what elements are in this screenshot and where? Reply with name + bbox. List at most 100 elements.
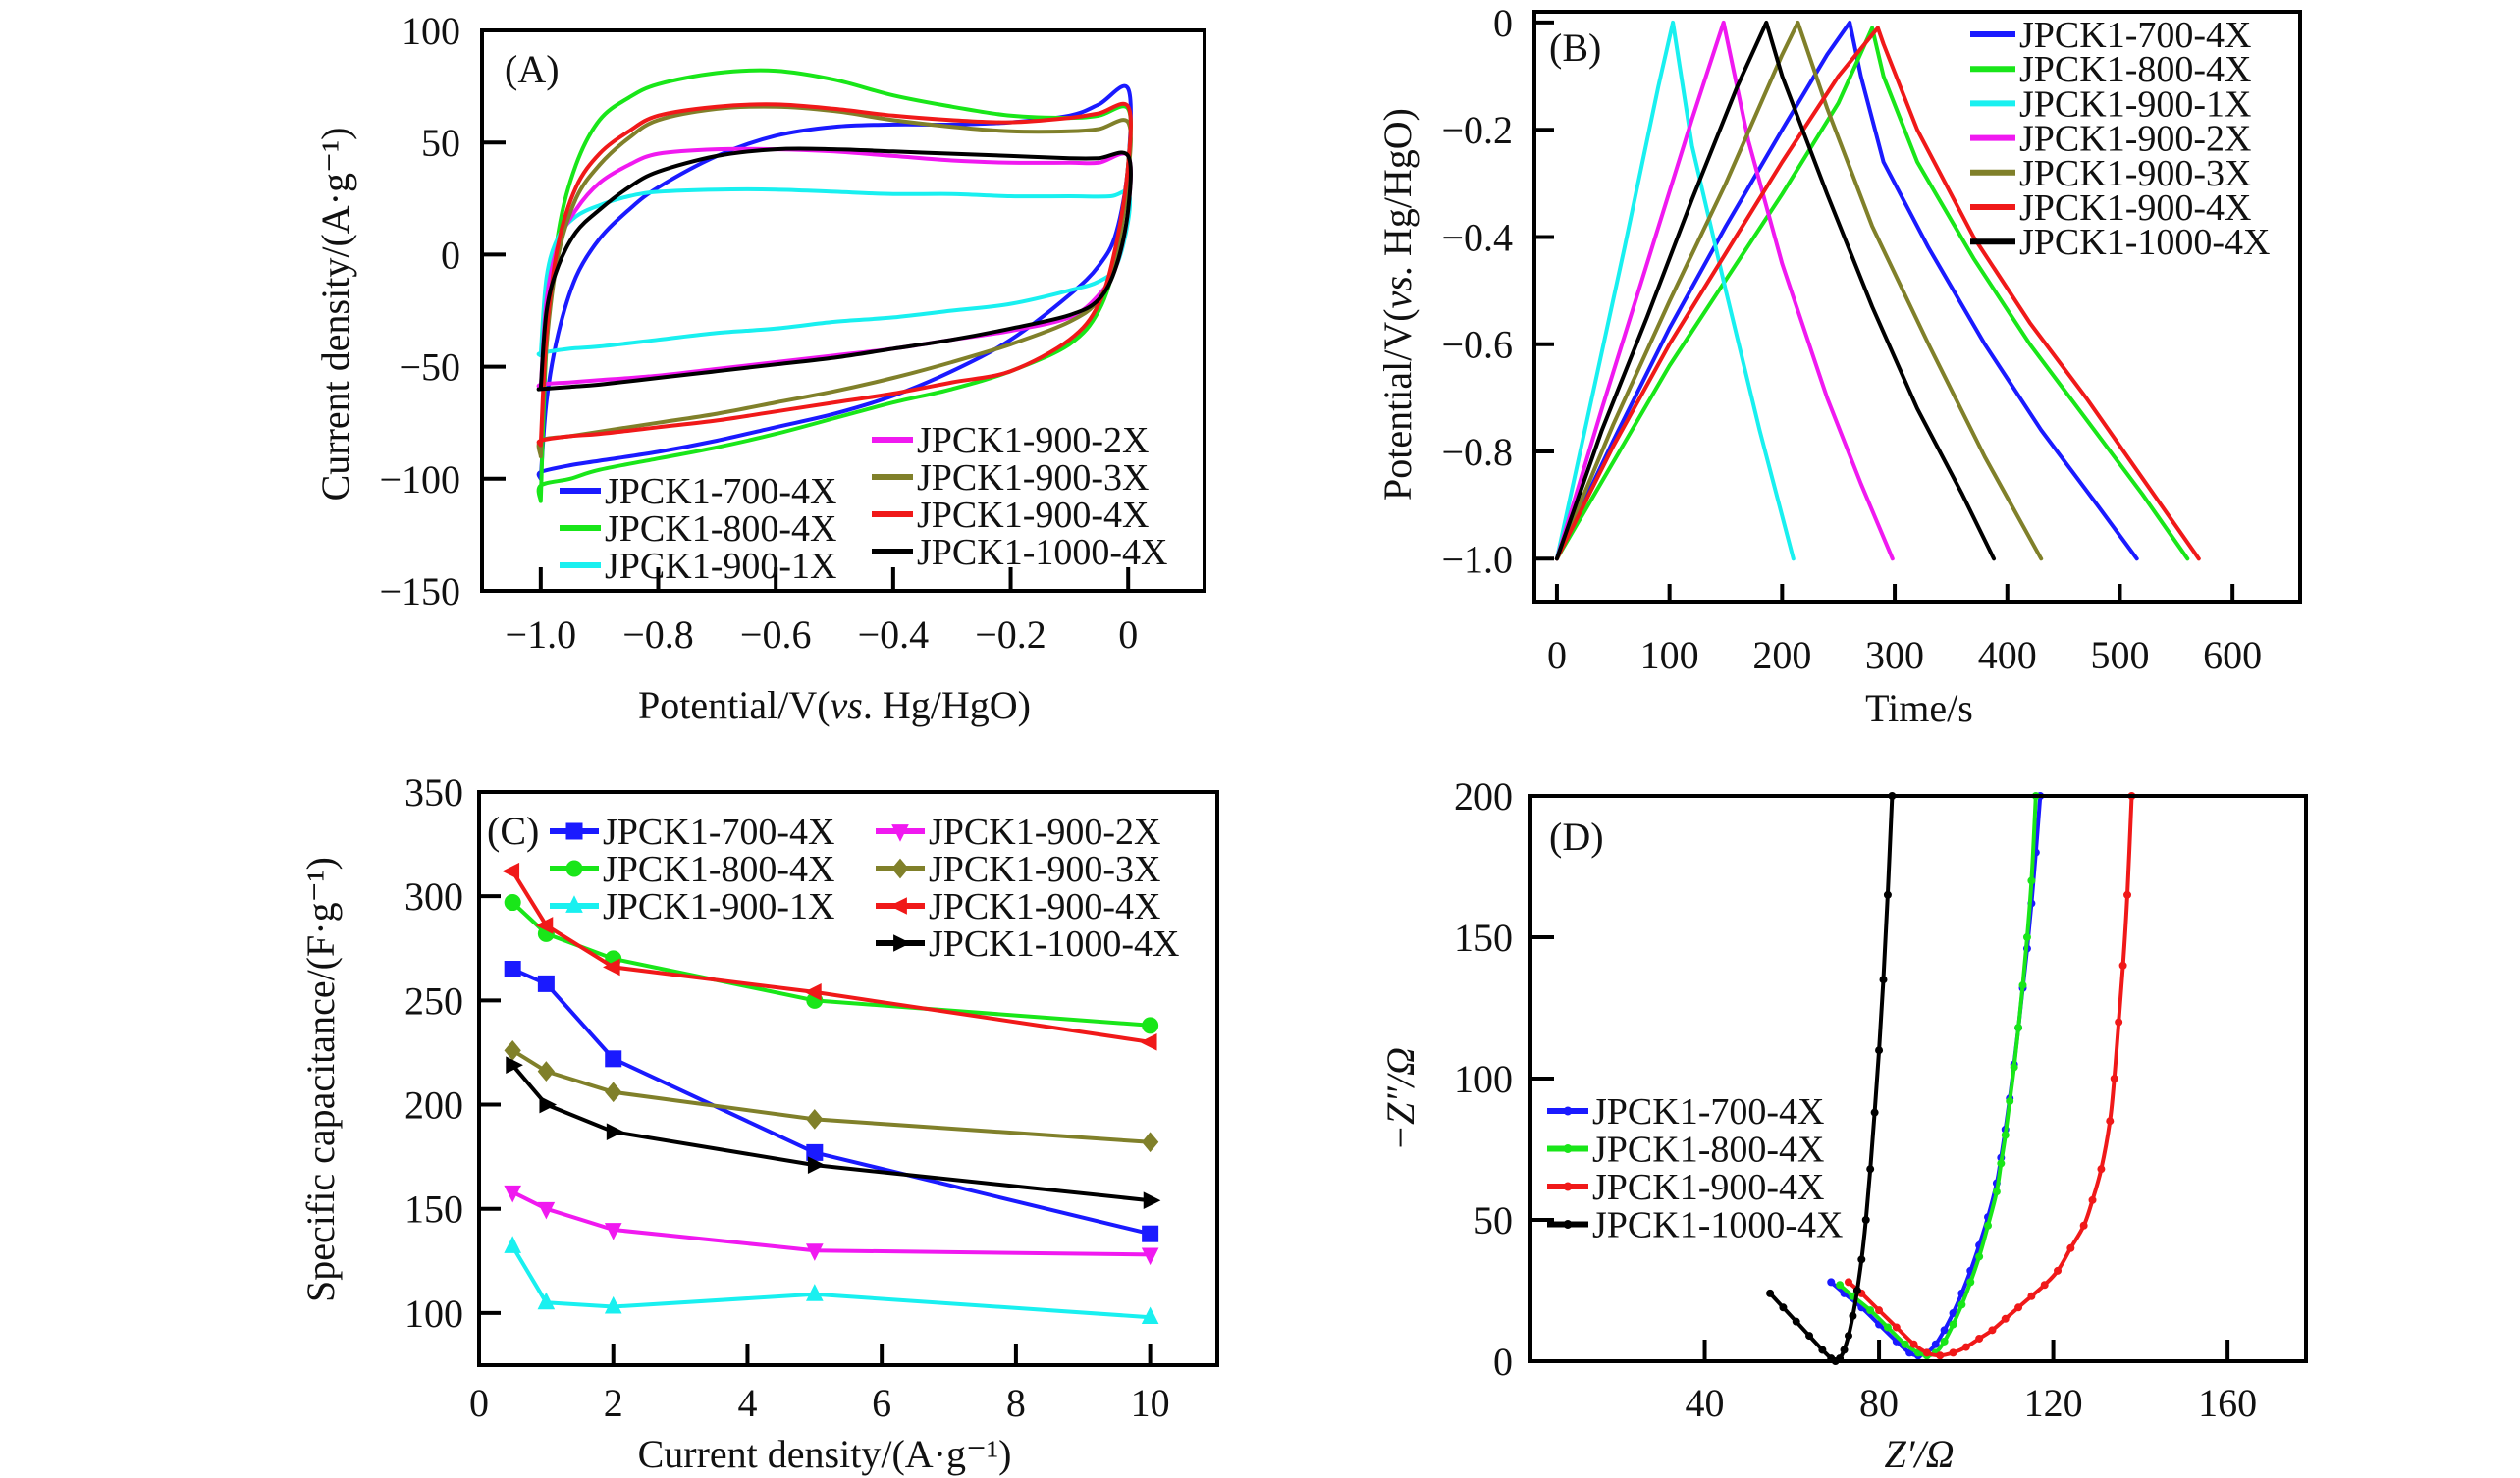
panel-d-frame [1528, 794, 2308, 1363]
series-jpck1-900-2x [504, 1185, 1159, 1266]
panel-d-ticks: 40 80 120 160 0 50 100 150 200 [1454, 774, 2257, 1425]
series-jpck1-800-4x [1836, 792, 2040, 1360]
data-point-jpck1-900-4x [2118, 961, 2127, 970]
data-point-jpck1-700-4x [605, 1050, 622, 1068]
series-line-jpck1-700-4x [1829, 794, 2043, 1358]
y-tick-label: 0 [1493, 1340, 1513, 1384]
data-point-jpck1-800-4x [1940, 1337, 1949, 1346]
data-point-jpck1-1000-4x [893, 934, 911, 952]
data-point-jpck1-900-1x [504, 1236, 521, 1253]
legend-item-jpck1-900-3x: JPCK1-900-3X [1970, 153, 2251, 194]
x-tick-label: 40 [1686, 1381, 1725, 1425]
data-point-jpck1-800-4x [565, 860, 583, 877]
legend-item-jpck1-900-2x: JPCK1-900-2X [872, 420, 1149, 461]
data-point-jpck1-900-4x [2123, 890, 2132, 899]
x-tick-label: 80 [1859, 1381, 1899, 1425]
data-point-jpck1-900-1x [565, 895, 583, 913]
panel-c-ylabel: Specific capacitance/(F·g⁻¹) [298, 857, 343, 1302]
legend-label: JPCK1-900-4X [1592, 1167, 1824, 1208]
y-tick-label: 200 [404, 1083, 463, 1128]
data-point-jpck1-1000-4x [1844, 1332, 1852, 1341]
legend-label: JPCK1-700-4X [605, 471, 836, 512]
data-point-jpck1-900-4x [2040, 1281, 2049, 1290]
data-point-jpck1-800-4x [1901, 1340, 1909, 1348]
data-point-jpck1-800-4x [1992, 1188, 2001, 1196]
panel-a-xlabel-italic: vs [831, 683, 863, 727]
panel-c-frame [477, 790, 1219, 1367]
data-point-jpck1-800-4x [2027, 876, 2036, 885]
legend-label: JPCK1-1000-4X [929, 924, 1179, 965]
y-tick-label: 250 [404, 978, 463, 1023]
legend-label: JPCK1-700-4X [2019, 15, 2251, 56]
x-tick-label: 2 [604, 1381, 623, 1425]
data-point-jpck1-800-4x [2022, 933, 2031, 941]
panel-c-ticks: 0 2 4 6 8 10 100 150 200 250 300 350 [404, 770, 1170, 1425]
legend-label: JPCK1-900-2X [2019, 119, 2251, 160]
panel-b-xlabel: Time/s [1865, 686, 1973, 730]
data-point-jpck1-800-4x [1142, 1017, 1159, 1034]
panel-d-ylabel: −Z″/Ω [1378, 1047, 1422, 1151]
y-tick-label: 150 [1454, 916, 1513, 960]
panel-c-curves [502, 862, 1161, 1325]
data-point-jpck1-900-3x [537, 1061, 556, 1082]
series-line-jpck1-800-4x [536, 68, 1133, 503]
data-point-jpck1-900-2x [806, 1243, 824, 1261]
series-line-jpck1-800-4x [1838, 794, 2038, 1358]
legend-label: JPCK1-900-4X [917, 495, 1149, 536]
data-point-jpck1-900-4x [1936, 1351, 1945, 1360]
y-tick-label: 200 [1454, 774, 1513, 818]
panel-b-frame [1532, 10, 2302, 604]
data-point-jpck1-900-2x [504, 1185, 521, 1203]
legend-label: JPCK1-800-4X [1592, 1130, 1824, 1171]
panel-b-ylabel: Potential/V(vs. Hg/HgO) [1375, 108, 1420, 501]
data-point-jpck1-800-4x [2010, 1063, 2018, 1072]
data-point-jpck1-800-4x [2006, 1097, 2014, 1106]
panel-b-legend: JPCK1-700-4XJPCK1-800-4XJPCK1-900-1XJPCK… [1970, 15, 2270, 263]
data-point-jpck1-800-4x [504, 894, 521, 912]
legend-label: JPCK1-700-4X [603, 812, 834, 853]
data-point-jpck1-700-4x [1827, 1278, 1836, 1287]
panel-d-xlabel: Z′/Ω [1884, 1432, 1954, 1476]
data-point-jpck1-1000-4x [1840, 1346, 1849, 1354]
data-point-jpck1-900-4x [2110, 1075, 2118, 1082]
x-tick-label: 0 [469, 1381, 489, 1425]
series-line-jpck1-900-1x [536, 186, 1133, 358]
legend-label: JPCK1-900-2X [929, 812, 1160, 853]
x-tick-label: −1.0 [506, 612, 577, 657]
legend-item-jpck1-800-4x: JPCK1-800-4X [560, 508, 836, 550]
data-point-jpck1-1000-4x [1563, 1220, 1573, 1229]
legend-item-jpck1-900-4x: JPCK1-900-4X [1970, 187, 2251, 229]
legend-item-jpck1-800-4x: JPCK1-800-4X [1970, 49, 2251, 90]
series-line-jpck1-900-3x [1554, 20, 2044, 561]
data-point-jpck1-900-1x [806, 1284, 824, 1301]
panel-b-ylabel-part: . Hg/HgO) [1375, 108, 1420, 276]
y-tick-label: −0.6 [1441, 323, 1513, 367]
panel-d-label: (D) [1549, 815, 1604, 859]
data-point-jpck1-900-4x [2115, 1018, 2123, 1027]
data-point-jpck1-900-4x [1988, 1326, 1997, 1335]
series-line-jpck1-1000-4x [536, 146, 1133, 392]
legend-label: JPCK1-800-4X [2019, 49, 2251, 90]
legend-label: JPCK1-900-3X [917, 457, 1149, 499]
data-point-jpck1-900-4x [804, 983, 822, 1001]
x-tick-label: 200 [1752, 633, 1811, 677]
data-point-jpck1-900-4x [1975, 1334, 1984, 1343]
data-point-jpck1-700-4x [537, 975, 555, 992]
legend-item-jpck1-700-4x: JPCK1-700-4X [1547, 1091, 1824, 1133]
x-tick-label: −0.6 [740, 612, 812, 657]
series-jpck1-900-4x [502, 862, 1157, 1051]
data-point-jpck1-1000-4x [1805, 1332, 1814, 1341]
panel-b-ylabel-part: Potential/V( [1375, 308, 1420, 501]
series-jpck1-900-3x [504, 1039, 1159, 1153]
y-tick-label: 100 [404, 1292, 463, 1336]
legend-label: JPCK1-800-4X [603, 849, 834, 890]
series-line-jpck1-800-4x [1554, 26, 2190, 561]
data-point-jpck1-1000-4x [1870, 1108, 1879, 1117]
series-line-jpck1-900-4x [536, 101, 1133, 448]
data-point-jpck1-900-4x [603, 958, 620, 977]
y-tick-label: −1.0 [1441, 537, 1513, 581]
data-point-jpck1-900-4x [1922, 1348, 1931, 1357]
data-point-jpck1-700-4x [565, 822, 583, 840]
data-point-jpck1-1000-4x [1792, 1317, 1800, 1326]
